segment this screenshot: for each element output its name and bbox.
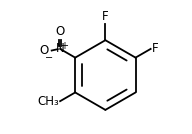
Text: +: + bbox=[60, 42, 68, 51]
Text: O: O bbox=[40, 44, 49, 57]
Text: −: − bbox=[45, 53, 53, 63]
Text: N: N bbox=[56, 42, 65, 55]
Text: O: O bbox=[55, 25, 65, 38]
Text: F: F bbox=[152, 42, 159, 55]
Text: F: F bbox=[102, 10, 109, 23]
Text: CH₃: CH₃ bbox=[37, 95, 59, 108]
